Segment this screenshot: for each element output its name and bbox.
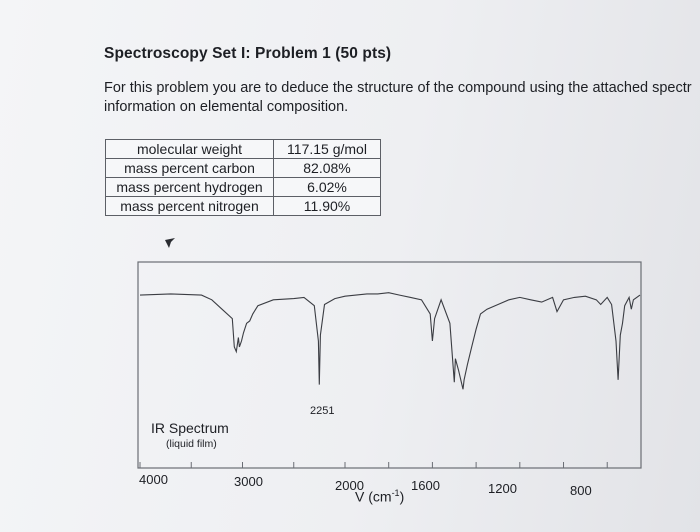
instructions-line-1: For this problem you are to deduce the s… bbox=[104, 80, 692, 96]
spectrum-subtitle: (liquid film) bbox=[166, 438, 217, 450]
x-axis-title: V (cm-1) bbox=[355, 488, 404, 505]
axis-unit-exponent: -1 bbox=[391, 488, 400, 498]
peak-annotation: 2251 bbox=[310, 405, 335, 417]
x-tick-label: 4000 bbox=[139, 472, 168, 487]
instructions-line-2: information on elemental composition. bbox=[104, 99, 349, 115]
spectrum-trace bbox=[139, 292, 641, 390]
spectrum-title: IR Spectrum bbox=[151, 420, 229, 436]
problem-instructions: For this problem you are to deduce the s… bbox=[104, 79, 700, 117]
property-value: 11.90% bbox=[273, 196, 381, 216]
property-value: 6.02% bbox=[273, 177, 381, 197]
mouse-pointer-icon bbox=[165, 238, 175, 248]
table-row: mass percent carbon 82.08% bbox=[105, 158, 381, 178]
x-tick-label: 3000 bbox=[234, 474, 263, 489]
problem-title: Spectroscopy Set I: Problem 1 (50 pts) bbox=[104, 45, 392, 62]
x-tick-label: 1200 bbox=[488, 481, 517, 496]
axis-unit-base: (cm bbox=[368, 488, 392, 505]
x-tick-label: 1600 bbox=[411, 478, 440, 493]
x-tick-label: 2000 bbox=[335, 478, 364, 493]
axis-unit-close: ) bbox=[399, 488, 405, 505]
property-label: mass percent nitrogen bbox=[105, 196, 274, 216]
composition-table: molecular weight 117.15 g/mol mass perce… bbox=[105, 139, 381, 216]
spectrum-frame bbox=[137, 261, 642, 469]
wavenumber-symbol: V bbox=[355, 488, 365, 505]
property-label: molecular weight bbox=[105, 139, 274, 159]
table-row: mass percent nitrogen 11.90% bbox=[105, 196, 381, 216]
table-row: molecular weight 117.15 g/mol bbox=[105, 139, 381, 159]
x-tick-label: 800 bbox=[570, 483, 592, 498]
property-value: 82.08% bbox=[273, 158, 381, 178]
x-axis-ticks bbox=[139, 462, 608, 468]
